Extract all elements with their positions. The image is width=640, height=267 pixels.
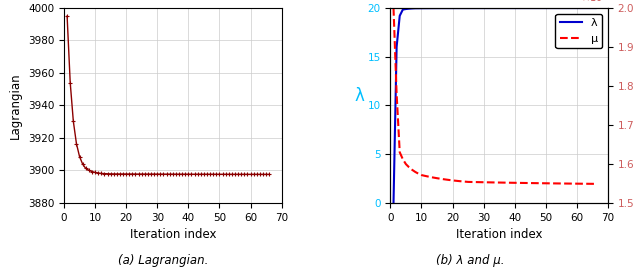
Legend: λ, μ: λ, μ bbox=[556, 14, 602, 48]
Y-axis label: Lagrangian: Lagrangian bbox=[10, 72, 22, 139]
Text: $\times10^4$: $\times10^4$ bbox=[581, 0, 608, 4]
X-axis label: Iteration index: Iteration index bbox=[129, 228, 216, 241]
X-axis label: Iteration index: Iteration index bbox=[456, 228, 543, 241]
Y-axis label: λ: λ bbox=[354, 88, 364, 105]
Text: (b) λ and μ.: (b) λ and μ. bbox=[436, 254, 505, 267]
Text: (a) Lagrangian.: (a) Lagrangian. bbox=[118, 254, 209, 267]
